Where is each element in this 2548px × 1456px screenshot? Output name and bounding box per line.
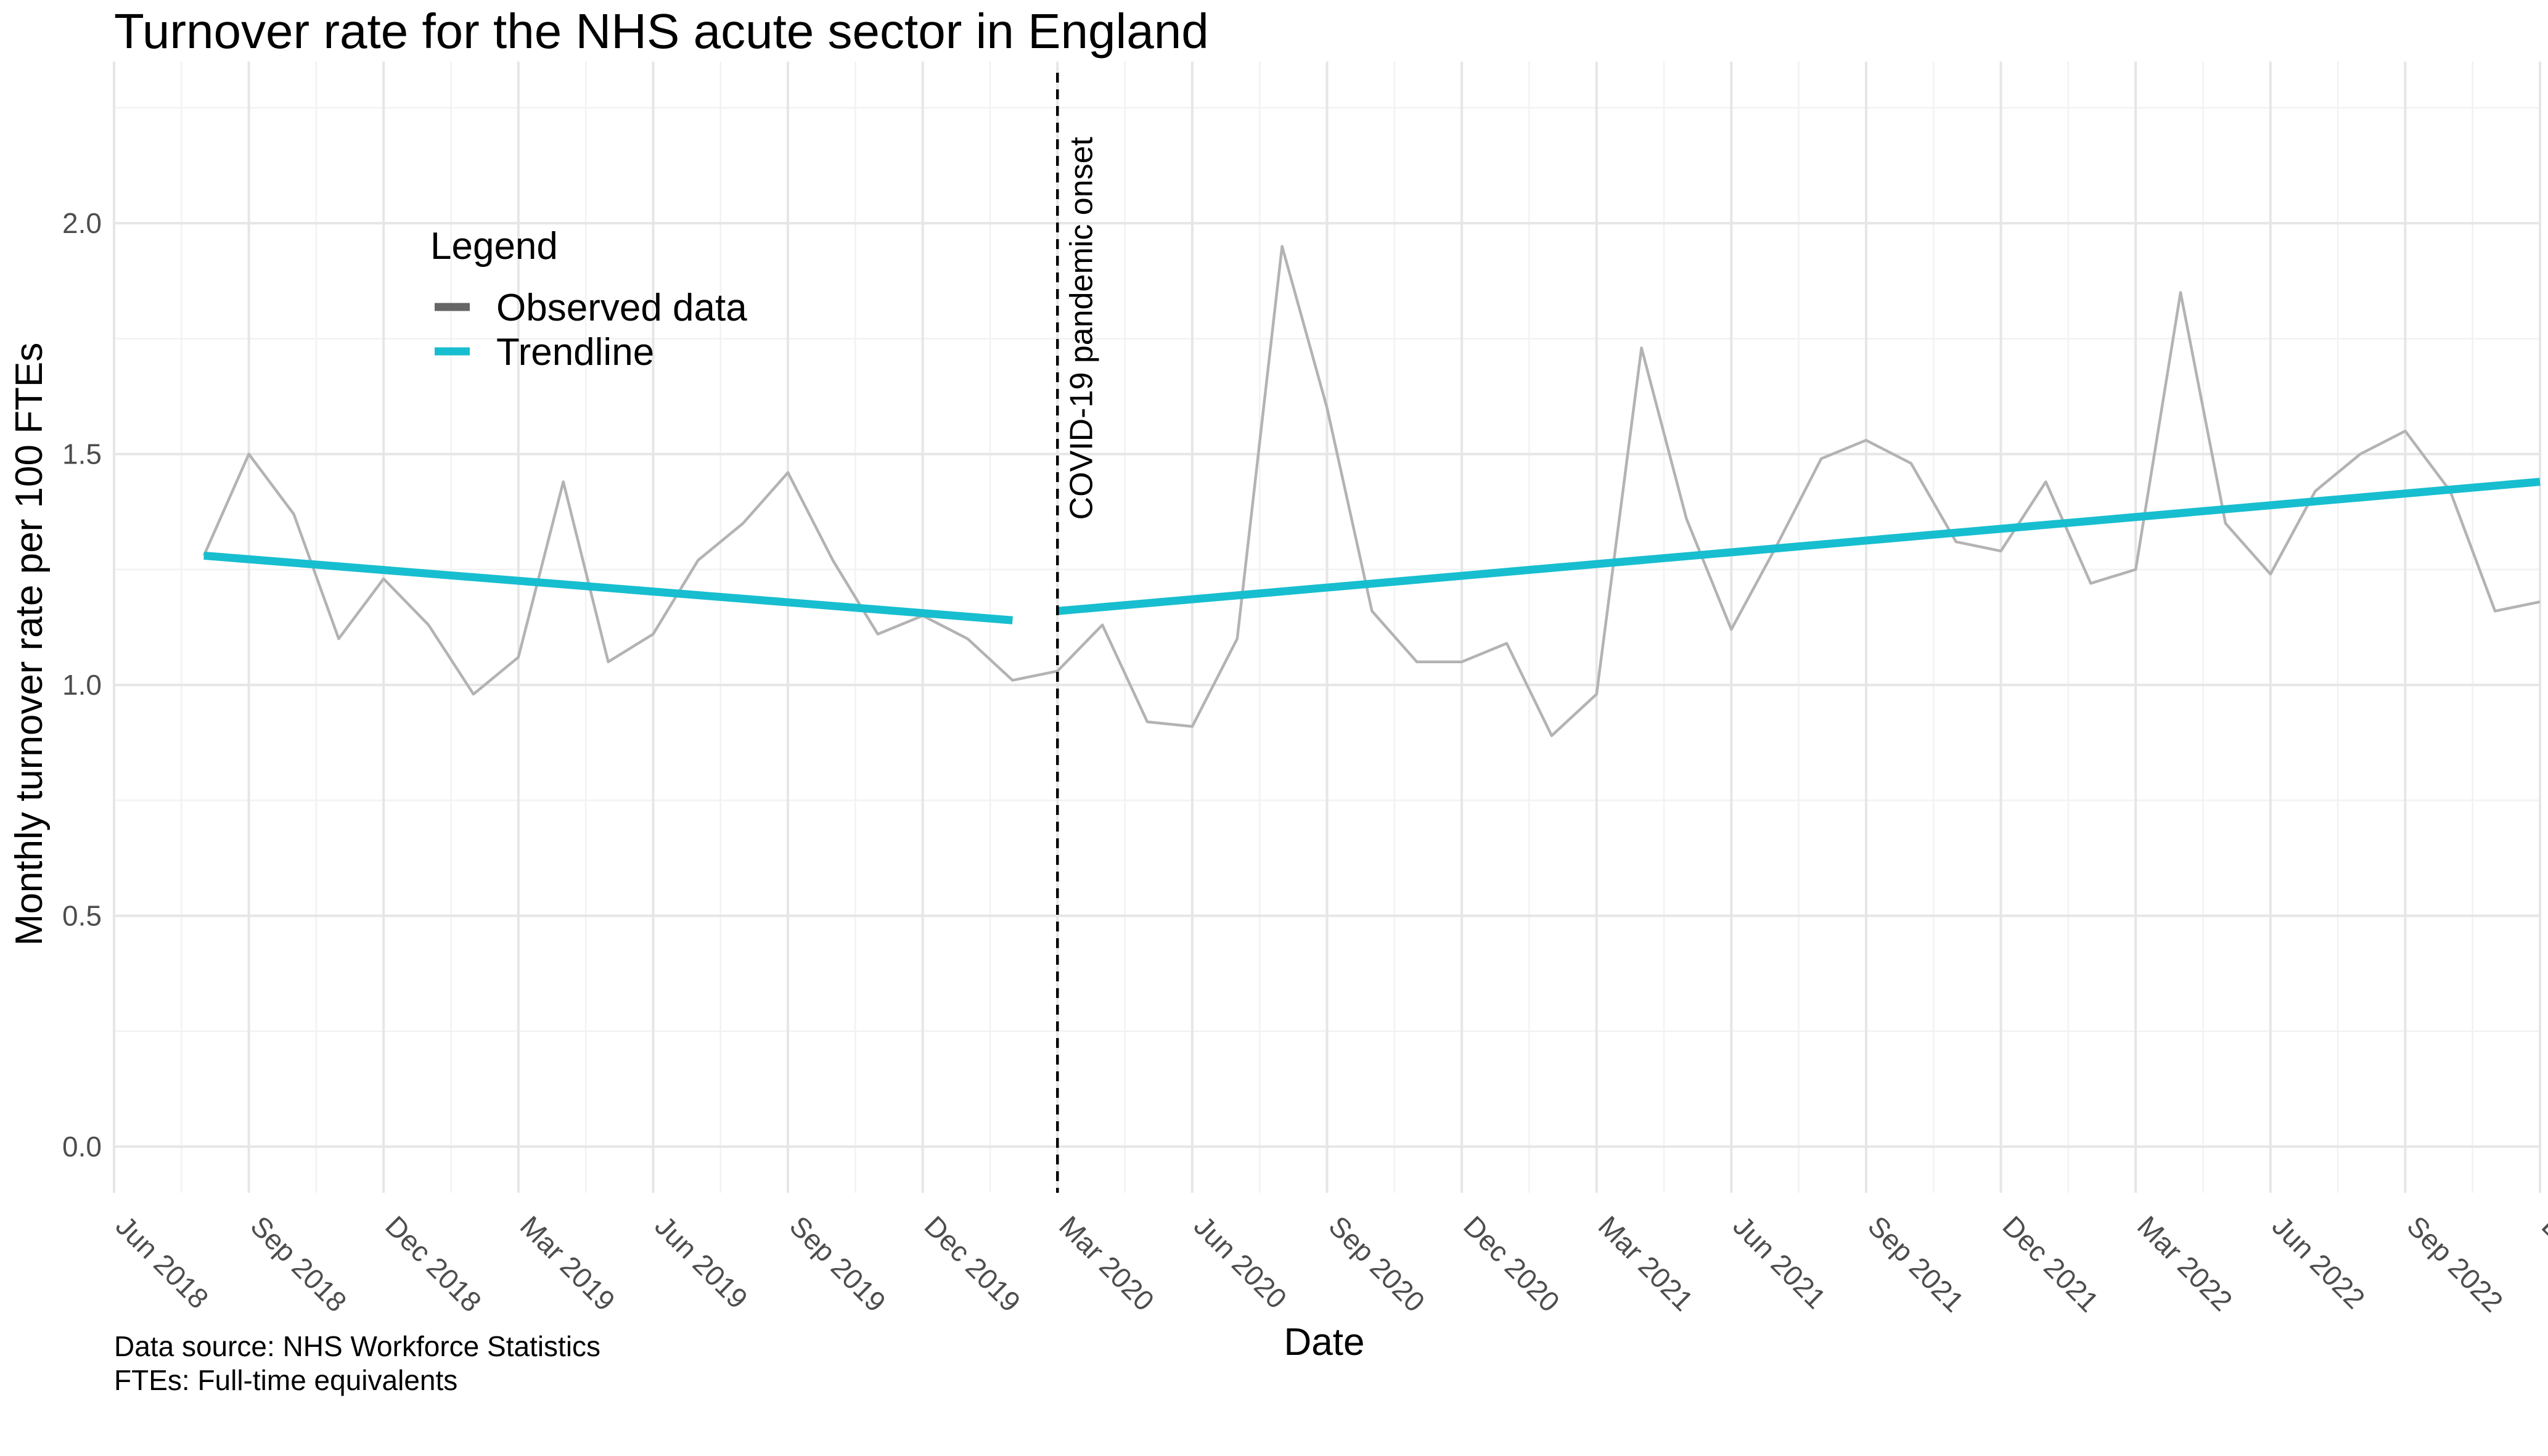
y-tick-label: 0.5 — [62, 900, 102, 932]
y-tick-label: 0.0 — [62, 1131, 102, 1163]
caption-fte-note: FTEs: Full-time equivalents — [114, 1364, 457, 1396]
legend-title: Legend — [430, 225, 558, 268]
pandemic-onset-label: COVID-19 pandemic onset — [1063, 136, 1099, 520]
y-tick-label: 1.0 — [62, 669, 102, 701]
observed-series — [202, 245, 2541, 737]
trendline-series — [203, 478, 2541, 624]
y-tick-label: 2.0 — [62, 207, 102, 239]
y-tick-label: 1.5 — [62, 438, 102, 470]
legend-label-observed: Observed data — [496, 287, 747, 329]
trendline-pre-pandemic — [203, 551, 1013, 624]
legend: Legend Observed data Trendline — [430, 225, 747, 374]
y-axis-title: Monthly turnover rate per 100 FTEs — [8, 343, 51, 946]
legend-label-trendline: Trendline — [496, 331, 654, 374]
grid-major — [113, 62, 2541, 1193]
y-tick-labels: 0.0 0.5 1.0 1.5 2.0 — [62, 207, 102, 1163]
chart-title: Turnover rate for the NHS acute sector i… — [114, 4, 1209, 59]
caption-data-source: Data source: NHS Workforce Statistics — [114, 1330, 600, 1362]
observed-data-line — [202, 245, 2541, 737]
pandemic-annotation: COVID-19 pandemic onset — [1056, 73, 1099, 1193]
x-axis-title: Date — [1284, 1321, 1365, 1364]
trendline-post-pandemic — [1057, 478, 2541, 615]
